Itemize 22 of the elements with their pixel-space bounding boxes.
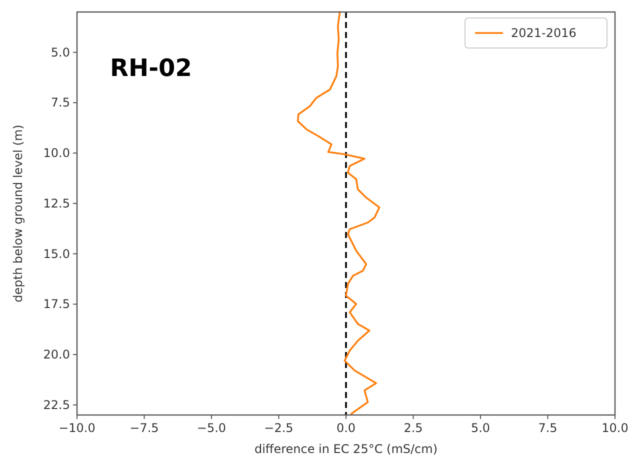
y-axis-title: depth below ground level (m)	[11, 124, 25, 302]
y-tick-label: 5.0	[50, 45, 70, 60]
y-tick-label: 12.5	[43, 196, 70, 210]
x-tick-label: 10.0	[602, 421, 628, 435]
y-tick-label: 17.5	[43, 297, 70, 312]
y-tick-label: 15.0	[43, 246, 70, 261]
y-tick-label: 22.5	[43, 398, 70, 412]
x-tick-label: 7.5	[538, 421, 558, 435]
y-tick-label: 10.0	[43, 146, 70, 160]
y-tick-label: 20.0	[43, 348, 70, 362]
legend-label: 2021-2016	[511, 26, 576, 40]
y-tick-label: 7.5	[50, 96, 70, 110]
x-tick-label: 5.0	[470, 421, 490, 435]
x-tick-label: 2.5	[404, 421, 423, 435]
x-tick-label: 0.0	[336, 421, 356, 435]
annotation: RH-02	[110, 54, 192, 82]
x-tick-label: −7.5	[130, 421, 159, 435]
x-tick-label: −2.5	[264, 421, 294, 435]
x-tick-label: −10.0	[58, 421, 96, 435]
x-tick-label: −5.0	[196, 421, 226, 435]
x-axis-title: difference in EC 25°C (mS/cm)	[254, 442, 438, 456]
line-series	[296, 11, 380, 415]
